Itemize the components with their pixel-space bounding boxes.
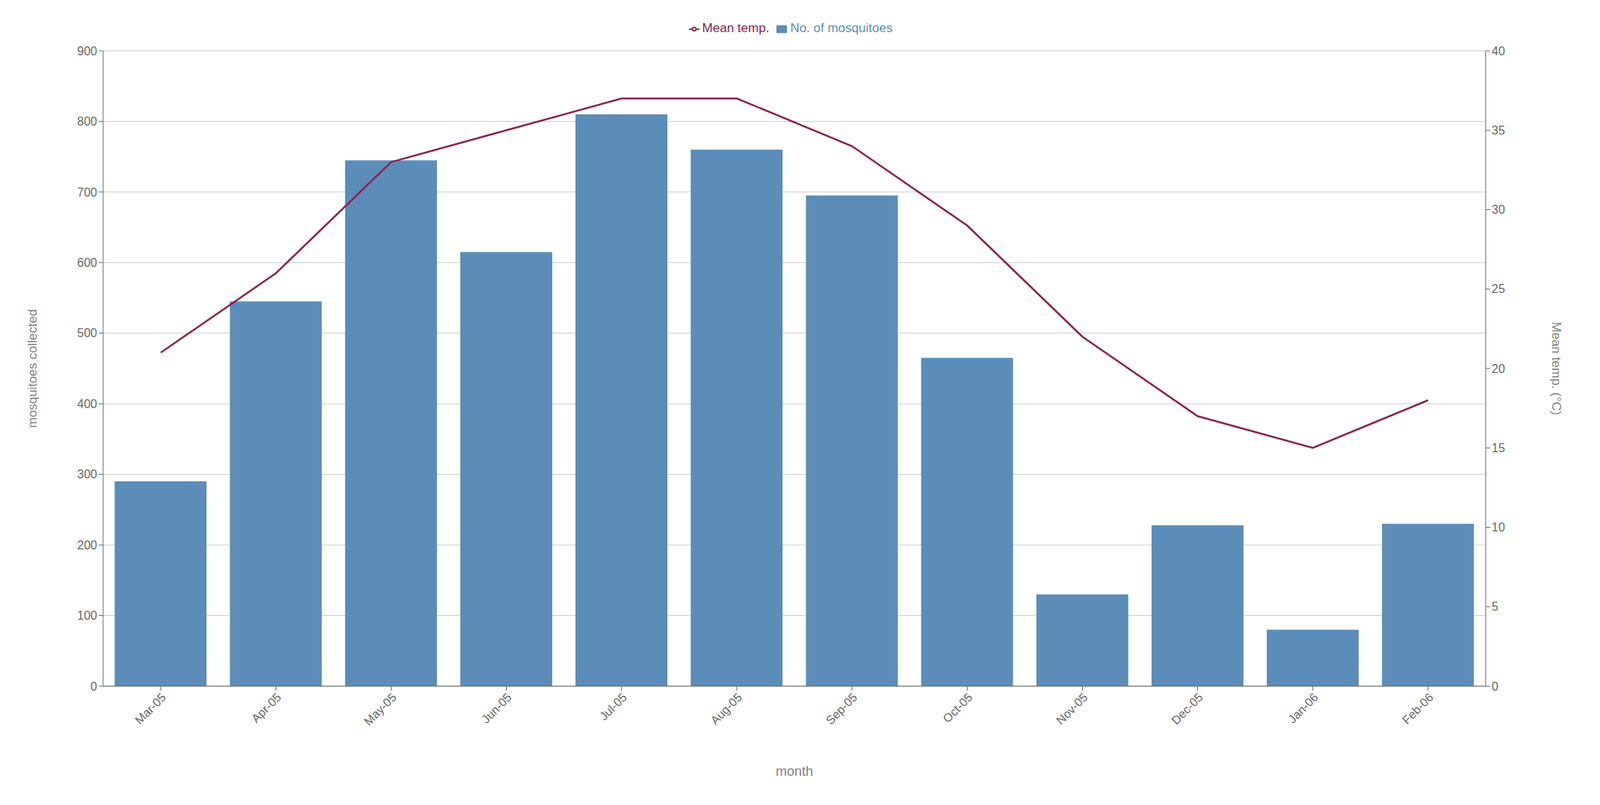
svg-text:400: 400 [76, 397, 98, 411]
svg-text:0: 0 [90, 680, 98, 693]
svg-text:200: 200 [76, 538, 98, 552]
svg-text:0: 0 [1491, 680, 1499, 693]
svg-text:Mean temp. (°C): Mean temp. (°C) [1549, 322, 1564, 416]
svg-text:5: 5 [1491, 600, 1499, 613]
svg-text:30: 30 [1491, 203, 1506, 216]
svg-text:500: 500 [76, 326, 98, 340]
svg-text:35: 35 [1491, 124, 1506, 137]
svg-text:10: 10 [1491, 520, 1506, 534]
svg-text:Mar-05: Mar-05 [132, 690, 169, 727]
svg-text:900: 900 [76, 44, 98, 58]
svg-text:Aug-05: Aug-05 [708, 690, 746, 728]
svg-text:Sep-05: Sep-05 [823, 690, 861, 728]
svg-text:100: 100 [76, 609, 98, 622]
svg-text:Jul-05: Jul-05 [597, 690, 630, 723]
svg-text:May-05: May-05 [361, 690, 400, 728]
svg-text:800: 800 [76, 115, 98, 128]
svg-text:15: 15 [1491, 441, 1506, 455]
svg-text:700: 700 [76, 186, 98, 199]
svg-text:20: 20 [1491, 362, 1506, 376]
svg-text:Apr-05: Apr-05 [248, 690, 284, 725]
svg-text:40: 40 [1491, 44, 1506, 58]
html-text:No. of mosquitoes: No. of mosquitoes [790, 20, 893, 36]
svg-text:300: 300 [76, 467, 98, 481]
svg-text:mosquitoes collected: mosquitoes collected [25, 309, 40, 429]
svg-text:month: month [775, 763, 814, 779]
html-text:Mean temp.: Mean temp. [702, 20, 770, 36]
svg-text:25: 25 [1491, 282, 1506, 296]
svg-text:Jun-05: Jun-05 [479, 690, 515, 726]
svg-text:Jan-06: Jan-06 [1285, 690, 1321, 726]
svg-text:Dec-05: Dec-05 [1168, 690, 1206, 728]
svg-text:Nov-05: Nov-05 [1053, 690, 1091, 728]
svg-text:600: 600 [76, 256, 98, 270]
svg-text:Feb-06: Feb-06 [1399, 690, 1436, 727]
svg-text:Oct-05: Oct-05 [940, 690, 975, 725]
